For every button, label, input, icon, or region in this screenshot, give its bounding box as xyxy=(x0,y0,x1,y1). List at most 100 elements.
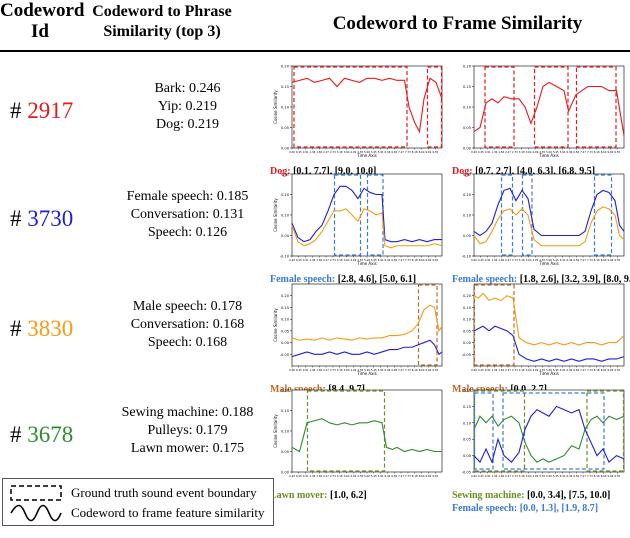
x-tick-label: 6.36 xyxy=(567,474,573,478)
ground-truth-boundary xyxy=(521,174,533,256)
phrase-similarity-list: Sewing machine: 0.188 Pulleys: 0.179 Lawn … xyxy=(100,404,275,458)
x-tick-label: 0.00 xyxy=(289,150,295,154)
x-tick-label: 4.55 xyxy=(357,368,363,372)
similarity-series-line xyxy=(473,325,625,362)
caption-intervals: [0.0, 3.4], [7.5, 10.0] xyxy=(524,490,611,501)
plot-caption: Female speech: [2.8, 4.6], [5.0, 6.1] xyxy=(270,273,416,286)
codeword-hash: # xyxy=(10,98,28,123)
y-axis-label: Cosine Similarity xyxy=(273,198,278,232)
x-tick-label: 6.82 xyxy=(573,368,579,372)
x-tick-label: 5.91 xyxy=(560,258,566,262)
y-axis-label: Cosine Similarity xyxy=(273,90,278,124)
x-tick-label: 2.27 xyxy=(505,258,511,262)
plot-svg: 0.000.050.100.150.200.00 0.45 0.91 1.36 1.82… xyxy=(273,65,443,158)
header-codeword-id: Codeword Id xyxy=(0,0,85,42)
x-tick-label: 9.55 xyxy=(432,150,438,154)
y-tick-label: -0.05 xyxy=(462,353,471,357)
caption-line: Sewing machine: [0.0, 3.4], [7.5, 10.0] xyxy=(452,489,610,502)
phrase-item: Speech: 0.126 xyxy=(147,225,228,240)
x-tick-label: 0.91 xyxy=(303,150,309,154)
x-tick-label: 4.55 xyxy=(539,368,545,372)
similarity-series-line xyxy=(291,339,443,358)
x-tick-label: 5.00 xyxy=(546,474,552,478)
x-tick-label: 6.82 xyxy=(573,258,579,262)
phrase-item: Lawn mower: 0.175 xyxy=(130,441,245,456)
y-tick-label: 0.05 xyxy=(281,450,289,454)
x-tick-label: 7.27 xyxy=(398,150,404,154)
plot-caption: Male speech: [0.0, 2.7] xyxy=(452,383,547,396)
x-tick-label: 3.18 xyxy=(519,474,525,478)
x-tick-label: 5.00 xyxy=(546,368,552,372)
caption-intervals: [0.1, 7.7], [9.0, 10.0] xyxy=(290,166,377,177)
y-tick-label: 0.10 xyxy=(463,421,472,425)
plot-caption: Dog: [0.1, 7.7], [9.0, 10.0] xyxy=(270,165,376,178)
phrase-similarity-list: Female speech: 0.185 Conversation: 0.131 S… xyxy=(100,188,275,242)
plot-caption: Female speech: [1.8, 2.6], [3.2, 3.9], [… xyxy=(452,273,630,286)
y-tick-label: 0.10 xyxy=(281,430,290,434)
header-rule xyxy=(0,50,630,52)
x-tick-label: 3.64 xyxy=(344,474,350,478)
ground-truth-boundary xyxy=(417,284,438,366)
codeword-id: # 3730 xyxy=(10,206,110,232)
x-tick-label: 8.64 xyxy=(419,150,425,154)
x-tick-label: 2.27 xyxy=(323,474,329,478)
phrase-item: Conversation: 0.168 xyxy=(130,317,245,332)
y-tick-label: 0.05 xyxy=(463,438,471,442)
x-tick-label: 5.45 xyxy=(371,368,377,372)
x-tick-label: 6.36 xyxy=(567,368,573,372)
plot-svg: 0.000.050.100.150.200.00 0.45 0.91 1.36 1.82… xyxy=(463,65,625,158)
x-tick-label: 0.91 xyxy=(485,258,491,262)
x-tick-label: 7.73 xyxy=(405,258,411,262)
x-tick-label: 7.27 xyxy=(580,368,586,372)
caption-intervals: [0.7, 2.7], [4.0, 6.3], [6.8, 9.5] xyxy=(472,166,596,177)
ground-truth-boundary xyxy=(473,392,494,470)
y-tick-label: 0.05 xyxy=(463,329,471,333)
x-tick-label: 2.27 xyxy=(505,150,511,154)
x-tick-label: 4.09 xyxy=(532,368,538,372)
similarity-series-line xyxy=(291,304,443,341)
similarity-series-line xyxy=(473,81,625,136)
codeword-number: 3730 xyxy=(27,206,74,231)
x-tick-label: 3.64 xyxy=(344,368,350,372)
x-tick-label: 5.91 xyxy=(378,368,384,372)
x-tick-label: 2.73 xyxy=(512,368,518,372)
x-tick-label: 8.18 xyxy=(412,150,418,154)
caption-intervals: [1.0, 6.2] xyxy=(327,490,367,501)
legend-similarity-row: Codeword to frame feature similarity xyxy=(9,503,269,523)
y-tick-label: 0.10 xyxy=(463,318,472,322)
x-tick-label: 0.00 xyxy=(289,474,295,478)
caption-intervals: [2.8, 4.6], [5.0, 6.1] xyxy=(335,274,417,285)
y-tick-label: 0.15 xyxy=(463,85,471,89)
x-tick-label: 0.00 xyxy=(471,150,477,154)
x-tick-label: 0.00 xyxy=(471,474,477,478)
x-tick-label: 8.64 xyxy=(601,150,607,154)
x-tick-label: 8.18 xyxy=(594,258,600,262)
x-tick-label: 4.55 xyxy=(539,474,545,478)
x-tick-label: 3.18 xyxy=(519,368,525,372)
x-tick-label: 1.82 xyxy=(498,258,504,262)
x-tick-label: 0.45 xyxy=(478,368,484,372)
y-tick-label: 0.20 xyxy=(281,65,290,69)
x-tick-label: 4.09 xyxy=(532,150,538,154)
x-tick-label: 1.82 xyxy=(498,150,504,154)
x-tick-label: 3.64 xyxy=(344,258,350,262)
x-tick-label: 0.00 xyxy=(471,258,477,262)
x-axis-label: Time Axis xyxy=(356,371,376,376)
ground-truth-boundary xyxy=(426,66,443,148)
caption-line: Female speech: [1.8, 2.6], [3.2, 3.9], [… xyxy=(452,273,630,286)
similarity-series-line xyxy=(473,292,625,346)
y-tick-label: 0.15 xyxy=(281,85,289,89)
y-axis-label: Cosine Similarity xyxy=(273,414,278,448)
x-axis-label: Time Axis xyxy=(538,153,558,158)
plot-svg: -0.100.000.100.200.300.00 0.45 0.91 1.36 1.8… xyxy=(273,173,443,266)
x-tick-label: 7.27 xyxy=(580,474,586,478)
x-tick-label: 9.09 xyxy=(425,368,431,372)
x-tick-label: 9.09 xyxy=(425,474,431,478)
x-tick-label: 9.09 xyxy=(607,150,613,154)
caption-event-label: Dog: xyxy=(452,166,473,177)
x-tick-label: 4.55 xyxy=(357,258,363,262)
x-tick-label: 6.82 xyxy=(573,150,579,154)
similarity-series-line xyxy=(473,187,625,237)
dashed-box-icon xyxy=(10,485,62,501)
x-tick-label: 5.45 xyxy=(371,474,377,478)
